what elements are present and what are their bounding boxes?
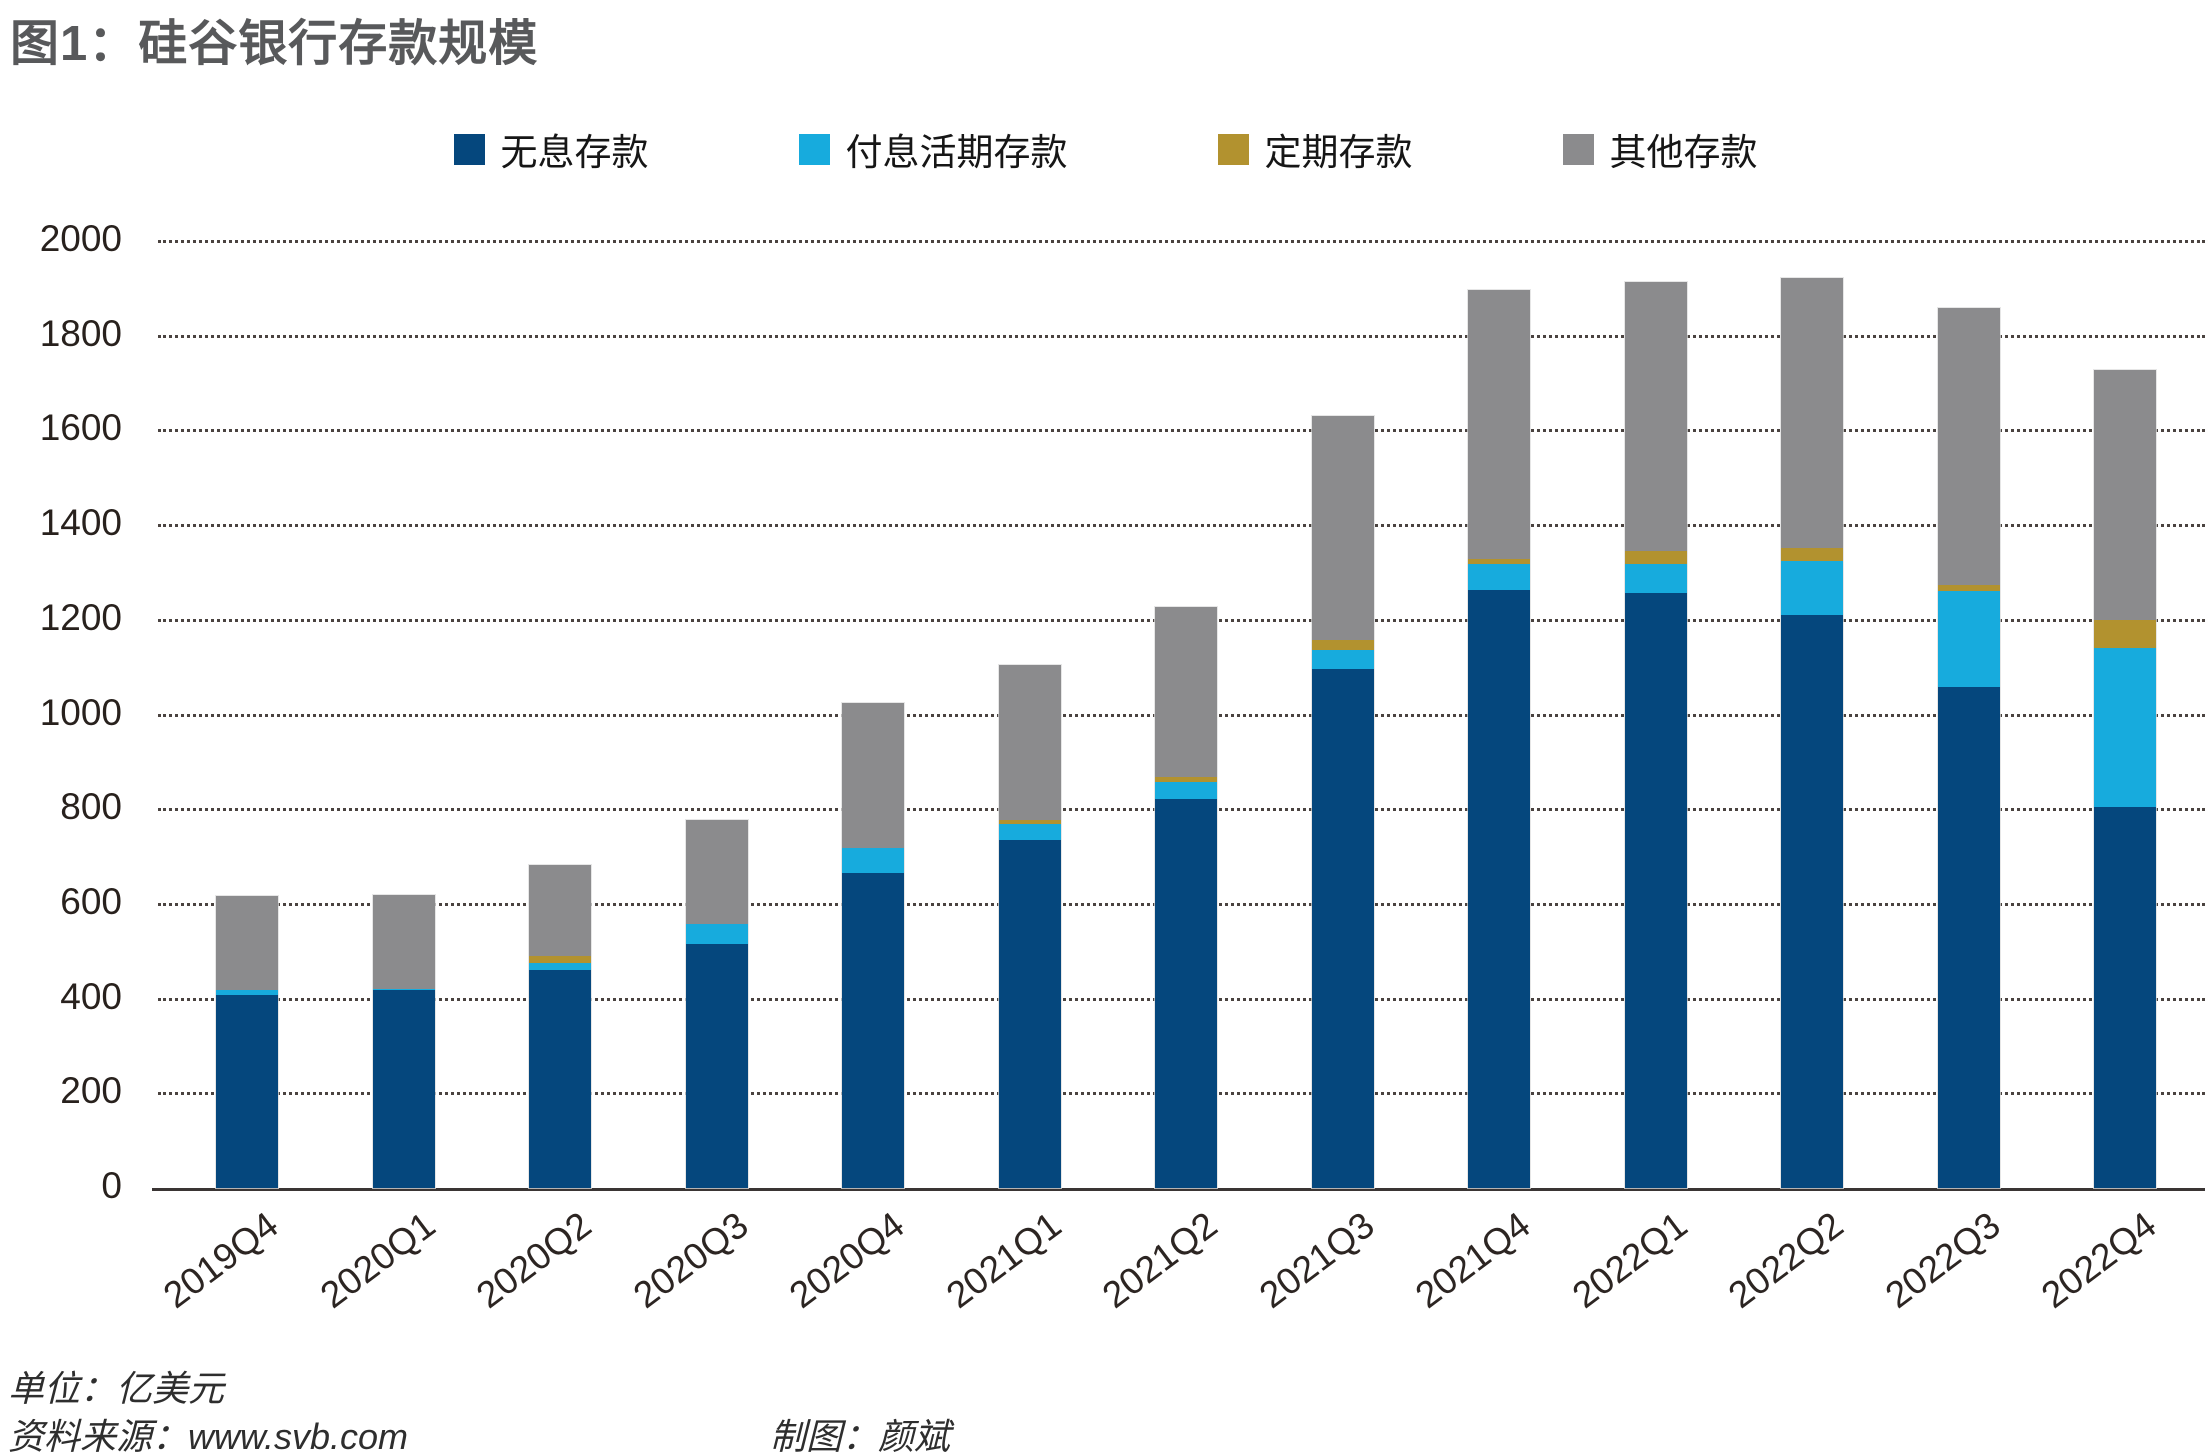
bar-segment-2020Q2-无息存款 bbox=[529, 970, 591, 1188]
bar-segment-2020Q3-付息活期存款 bbox=[686, 924, 748, 944]
bar-segment-2021Q1-其他存款 bbox=[999, 665, 1061, 820]
bar-segment-2022Q3-定期存款 bbox=[1938, 585, 2000, 591]
bar-2021Q2 bbox=[1155, 607, 1217, 1188]
chart-title: 图1：硅谷银行存款规模 bbox=[10, 17, 539, 71]
bar-2022Q2 bbox=[1781, 278, 1843, 1188]
legend-swatch-icon bbox=[1217, 133, 1249, 165]
legend-item-3: 其他存款 bbox=[1562, 122, 1758, 176]
bar-segment-2022Q1-定期存款 bbox=[1625, 551, 1687, 564]
bar-segment-2019Q4-无息存款 bbox=[216, 995, 278, 1188]
legend-swatch-icon bbox=[1562, 133, 1594, 165]
y-tick-label-1600: 1600 bbox=[39, 407, 122, 448]
bar-segment-2020Q3-其他存款 bbox=[686, 820, 748, 924]
bar-segment-2022Q1-其他存款 bbox=[1625, 282, 1687, 551]
bar-segment-2020Q1-其他存款 bbox=[373, 895, 435, 989]
bar-2020Q3 bbox=[686, 820, 748, 1188]
bar-segment-2021Q4-付息活期存款 bbox=[1468, 564, 1530, 590]
bar-segment-2020Q2-其他存款 bbox=[529, 865, 591, 956]
bar-segment-2022Q4-定期存款 bbox=[2094, 620, 2156, 648]
bar-2021Q1 bbox=[999, 665, 1061, 1188]
legend-item-0: 无息存款 bbox=[453, 122, 649, 176]
bar-segment-2020Q4-其他存款 bbox=[842, 703, 904, 848]
bar-segment-2022Q1-付息活期存款 bbox=[1625, 564, 1687, 593]
bar-segment-2020Q4-无息存款 bbox=[842, 873, 904, 1188]
gridline-1400 bbox=[158, 524, 2205, 527]
y-tick-label-600: 600 bbox=[60, 881, 122, 922]
bar-segment-2022Q2-付息活期存款 bbox=[1781, 561, 1843, 615]
legend-label: 无息存款 bbox=[500, 132, 649, 173]
y-tick-label-0: 0 bbox=[101, 1165, 122, 1206]
bar-2020Q4 bbox=[842, 703, 904, 1188]
bar-2021Q4 bbox=[1468, 290, 1530, 1188]
bar-segment-2021Q2-付息活期存款 bbox=[1155, 782, 1217, 799]
bar-segment-2020Q2-定期存款 bbox=[529, 956, 591, 963]
bar-segment-2022Q1-无息存款 bbox=[1625, 593, 1687, 1188]
bar-segment-2019Q4-付息活期存款 bbox=[216, 990, 278, 995]
bar-segment-2020Q2-付息活期存款 bbox=[529, 963, 591, 970]
x-axis-line bbox=[152, 1188, 2205, 1191]
bar-segment-2021Q2-定期存款 bbox=[1155, 777, 1217, 782]
bar-segment-2021Q3-定期存款 bbox=[1312, 640, 1374, 650]
bar-segment-2021Q1-定期存款 bbox=[999, 820, 1061, 824]
gridline-1800 bbox=[158, 335, 2205, 338]
bar-segment-2021Q3-付息活期存款 bbox=[1312, 650, 1374, 669]
legend-label: 其他存款 bbox=[1609, 132, 1758, 173]
y-tick-label-2000: 2000 bbox=[39, 218, 122, 259]
y-tick-label-200: 200 bbox=[60, 1070, 122, 1111]
y-tick-label-1200: 1200 bbox=[39, 597, 122, 638]
legend-swatch-icon bbox=[453, 133, 485, 165]
credit-note: 制图：颜斌 bbox=[770, 1416, 951, 1453]
bar-segment-2020Q3-无息存款 bbox=[686, 944, 748, 1188]
bar-segment-2022Q3-付息活期存款 bbox=[1938, 591, 2000, 687]
source-note: 资料来源：www.svb.com bbox=[8, 1416, 409, 1453]
bar-segment-2022Q2-定期存款 bbox=[1781, 548, 1843, 561]
y-tick-label-800: 800 bbox=[60, 786, 122, 827]
y-tick-label-400: 400 bbox=[60, 976, 122, 1017]
y-tick-label-1000: 1000 bbox=[39, 692, 122, 733]
y-tick-label-1800: 1800 bbox=[39, 313, 122, 354]
bar-segment-2020Q1-无息存款 bbox=[373, 990, 435, 1188]
bar-segment-2021Q3-无息存款 bbox=[1312, 669, 1374, 1188]
legend-swatch-icon bbox=[798, 133, 830, 165]
bar-2020Q1 bbox=[373, 895, 435, 1188]
gridline-1600 bbox=[158, 429, 2205, 432]
bar-segment-2021Q4-其他存款 bbox=[1468, 290, 1530, 559]
bar-segment-2021Q4-无息存款 bbox=[1468, 590, 1530, 1188]
legend-item-1: 付息活期存款 bbox=[798, 122, 1068, 176]
y-tick-label-1400: 1400 bbox=[39, 502, 122, 543]
bar-2019Q4 bbox=[216, 896, 278, 1188]
bar-segment-2021Q1-无息存款 bbox=[999, 840, 1061, 1188]
bar-2020Q2 bbox=[529, 865, 591, 1188]
bar-segment-2021Q4-定期存款 bbox=[1468, 559, 1530, 564]
bar-segment-2021Q3-其他存款 bbox=[1312, 416, 1374, 640]
bar-segment-2021Q2-无息存款 bbox=[1155, 799, 1217, 1188]
bar-segment-2022Q3-无息存款 bbox=[1938, 687, 2000, 1188]
bar-2022Q4 bbox=[2094, 370, 2156, 1188]
gridline-2000 bbox=[158, 240, 2205, 243]
bar-segment-2021Q1-付息活期存款 bbox=[999, 824, 1061, 840]
bar-segment-2019Q4-其他存款 bbox=[216, 896, 278, 990]
bar-segment-2022Q2-其他存款 bbox=[1781, 278, 1843, 548]
bar-2022Q1 bbox=[1625, 282, 1687, 1188]
bar-segment-2022Q4-付息活期存款 bbox=[2094, 648, 2156, 807]
bar-segment-2022Q3-其他存款 bbox=[1938, 308, 2000, 585]
legend-item-2: 定期存款 bbox=[1217, 122, 1413, 176]
legend-label: 付息活期存款 bbox=[845, 132, 1068, 173]
unit-note: 单位：亿美元 bbox=[8, 1368, 225, 1409]
bar-segment-2021Q2-其他存款 bbox=[1155, 607, 1217, 777]
bar-2022Q3 bbox=[1938, 308, 2000, 1188]
bar-segment-2020Q4-付息活期存款 bbox=[842, 848, 904, 873]
bar-2021Q3 bbox=[1312, 416, 1374, 1188]
legend: 无息存款 付息活期存款 定期存款 其他存款 bbox=[0, 122, 2211, 176]
legend-label: 定期存款 bbox=[1264, 132, 1413, 173]
bar-segment-2022Q4-其他存款 bbox=[2094, 370, 2156, 620]
bar-segment-2022Q2-无息存款 bbox=[1781, 615, 1843, 1188]
bar-segment-2020Q1-付息活期存款 bbox=[373, 989, 435, 990]
bar-segment-2022Q4-无息存款 bbox=[2094, 807, 2156, 1188]
